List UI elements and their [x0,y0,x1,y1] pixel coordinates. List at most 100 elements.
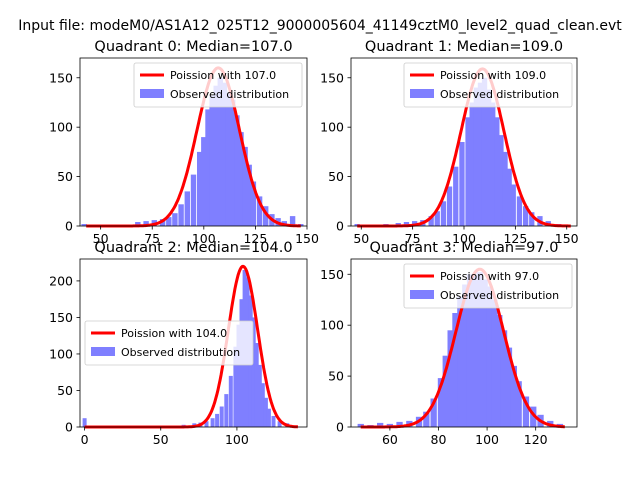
quadrant-3-legend-box [403,263,573,309]
quadrant-2-legend-bar-swatch [91,347,115,356]
quadrant-0-bar [238,132,244,226]
quadrant-0-xtick-label: 150 [295,231,319,246]
quadrant-2-bar [215,413,220,427]
quadrant-3-ytick-label: 0 [336,420,344,435]
quadrant-3-bar [437,378,445,427]
quadrant-0-bar [225,92,232,226]
quadrant-1-legend-bar-swatch [410,89,434,98]
quadrant-3-bar [471,276,479,427]
quadrant-1-bar [469,102,475,226]
quadrant-0-bar [81,224,87,226]
quadrant-2-bar [210,418,215,427]
quadrant-0-bar [209,95,215,226]
quadrant-1-title: Quadrant 1: Median=109.0 [365,39,563,55]
quadrant-3-bar [447,330,454,427]
quadrant-2-bar [224,394,229,427]
quadrant-3-xtick-label: 80 [431,432,447,447]
quadrant-1-xtick-label: 100 [452,231,476,246]
quadrant-1-bar [506,168,512,226]
quadrant-2-bar [82,418,87,427]
quadrant-3-title: Quadrant 3: Median=97.0 [370,240,559,256]
quadrant-1-ytick-label: 100 [320,120,344,135]
quadrant-3-bar [423,411,430,427]
quadrant-3-axes-frame [350,258,578,428]
quadrant-2-ytick-label: 200 [49,273,73,288]
quadrant-0-ytick-label: 0 [65,219,73,234]
quadrant-2-bar [277,421,282,427]
quadrant-1-bar [477,82,484,226]
quadrant-3-bar [442,355,449,427]
quadrant-3-bar [505,347,513,427]
quadrant-2-xtick-label: 100 [225,432,249,447]
quadrant-0-xtick-label: 50 [93,231,109,246]
quadrant-0-legend-box [133,62,303,108]
quadrant-3-bar [396,421,403,427]
quadrant-0-legend-label: Poission with 107.0 [170,69,276,82]
quadrant-1-bar [529,212,535,226]
quadrant-1-bar [481,77,488,226]
quadrant-1-xtick-label: 75 [405,231,421,246]
quadrant-0-xtick-label: 125 [243,231,267,246]
quadrant-0-bar [263,206,269,226]
quadrant-0-bar [250,181,257,226]
quadrant-2-bar [254,343,259,427]
quadrant-1-bar [440,201,447,226]
quadrant-0-bar [172,213,178,226]
quadrant-3-bar [476,272,483,427]
quadrant-3-bar [510,365,517,427]
quadrant-2-bar [260,383,265,427]
quadrant-3-legend: Poission with 97.0 Observed distribution [403,263,573,309]
quadrant-2-bar [251,317,256,427]
quadrant-0-legend: Poission with 107.0 Observed distribution [133,62,303,108]
quadrant-1-ytick-label: 50 [328,169,344,184]
quadrant-0-ytick-label: 100 [49,120,73,135]
quadrant-2-bar [228,375,233,427]
quadrant-0-bar [197,151,203,226]
quadrant-1-bar [490,102,496,226]
quadrant-0-ytick-label: 50 [57,169,73,184]
quadrant-2-ytick-label: 150 [49,310,73,325]
quadrant-1-xtick-label: 150 [555,231,579,246]
quadrant-2-legend: Poission with 104.0 Observed distribution [84,320,254,366]
quadrant-1-bar [428,216,434,226]
quadrant-0-xtick-label: 100 [192,231,216,246]
quadrant-0-bar [178,204,184,226]
quadrant-1-bar [459,142,465,226]
quadrant-1-ytick-label: 150 [320,70,344,85]
quadrant-0-bar [213,85,219,226]
quadrant-3-bar [452,313,459,427]
quadrant-3-bar [500,330,508,427]
quadrant-3-bar [491,299,498,427]
quadrant-1-legend: Poission with 109.0 Observed distribution [403,62,573,108]
quadrant-1-bar [453,166,459,226]
quadrant-1-legend-label: Observed distribution [440,88,559,101]
quadrant-3-panel: 60 80 100 120 0 50 100 150 Quadrant 3: Median=97… [320,240,578,447]
quadrant-3-bar [530,406,537,427]
quadrant-1-bar [473,87,479,226]
quadrant-1-bar [502,151,508,226]
quadrant-3-bar [462,284,469,427]
quadrant-2-bar [236,324,241,427]
quadrant-3-xtick-label: 120 [524,432,548,447]
quadrant-2-title: Quadrant 2: Median=104.0 [94,240,292,256]
quadrant-0-bar [205,109,211,226]
quadrant-1-legend-box [403,62,573,108]
quadrant-1-bar [498,135,504,226]
quadrant-0-bar [184,191,190,226]
quadrant-0-bar [234,115,240,226]
quadrant-0-bar [135,222,141,226]
quadrant-0-legend-label: Observed distribution [170,88,289,101]
quadrant-2-bar [271,416,276,427]
quadrant-1-bar [523,206,529,226]
quadrant-0-axes-frame [79,57,308,227]
quadrant-2-legend-label: Poission with 104.0 [121,327,227,340]
quadrant-1-panel: 50 75 100 125 150 0 50 100 150 Quadrant 1: Median… [320,39,579,246]
quadrant-0-title: Quadrant 0: Median=107.0 [94,39,292,55]
quadrant-1-xtick-label: 50 [353,231,369,246]
quadrant-2-ytick-label: 0 [65,420,73,435]
quadrant-1-bar [434,211,440,226]
quadrant-3-bar [357,423,364,427]
quadrant-1-bar [486,89,492,226]
quadrant-1-bar [446,186,453,226]
